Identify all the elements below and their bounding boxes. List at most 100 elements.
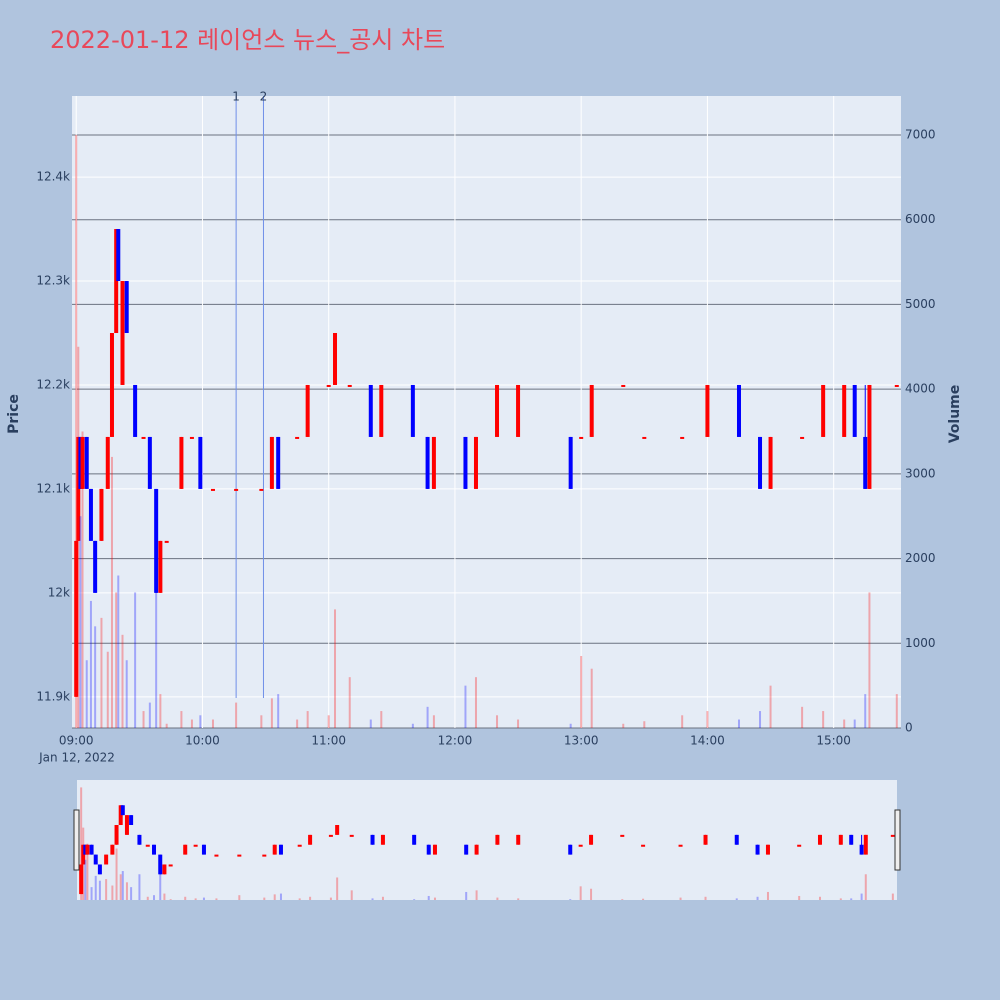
slider-volume-bar (86, 843, 89, 900)
slider-candle-body (81, 844, 86, 865)
slider-candle-body (703, 834, 708, 845)
volume-bar (81, 431, 84, 728)
candle-body (368, 384, 373, 437)
slider-volume-bar (350, 890, 353, 900)
x-tick-label: 12:00 (438, 734, 473, 748)
volume-bar (864, 694, 867, 728)
volume-bar (348, 677, 351, 728)
slider-candle-body (104, 854, 109, 865)
candle-body (105, 436, 110, 489)
candle-body (133, 384, 138, 437)
volume-bar (868, 592, 871, 728)
candle-body (379, 384, 384, 437)
x-tick-label: 14:00 (690, 734, 725, 748)
volume-bar (327, 715, 330, 728)
slider-volume-bar (569, 899, 572, 900)
y-tick-label: 11.9k (36, 689, 70, 703)
candle-body (705, 384, 710, 437)
slider-candle-body (859, 844, 864, 855)
y-tick-label: 12.1k (36, 481, 70, 495)
volume-bar (580, 655, 583, 728)
candle-body (516, 384, 521, 437)
slider-volume-bar (273, 894, 276, 900)
candle-body (141, 436, 146, 439)
candle-body (758, 436, 763, 489)
slider-volume-bar (98, 880, 101, 900)
slider-handle[interactable] (73, 809, 80, 871)
y-tick-label: 12k (48, 585, 70, 599)
slider-candle-body (297, 844, 302, 847)
candle-body (410, 384, 415, 437)
volume-bar (411, 723, 414, 728)
x-tick-label: 09:00 (59, 734, 94, 748)
slider-candle-body (678, 844, 683, 847)
volume-bar (110, 456, 113, 728)
slider-volume-bar (202, 897, 205, 900)
slider-volume-bar (839, 898, 842, 900)
volume-bar (681, 715, 684, 728)
y-tick-label: 12.3k (36, 274, 70, 288)
slider-candle-body (464, 844, 469, 855)
slider-volume-bar (84, 859, 87, 900)
slider-volume-bar (115, 848, 118, 900)
slider-candle-body (328, 834, 333, 837)
candle-body (116, 229, 121, 282)
slider-volume-bar (80, 787, 83, 900)
range-slider[interactable] (77, 780, 897, 900)
volume-bar (643, 721, 646, 728)
candle-body (189, 436, 194, 439)
volume-bar (706, 711, 709, 728)
volume-bar (89, 600, 92, 728)
slider-candle-body (262, 854, 267, 857)
y2-axis-label: Volume (947, 385, 963, 444)
candle-body (821, 384, 826, 437)
y2-tick-label: 5000 (905, 297, 936, 311)
volume-bar (590, 668, 593, 728)
candle-body (198, 436, 203, 489)
slider-candle-body (426, 844, 431, 855)
candle-body (473, 436, 478, 489)
volume-bar (190, 719, 193, 728)
slider-candle-body (797, 844, 802, 847)
volume-bar (737, 719, 740, 728)
slider-volume-bar (263, 897, 266, 900)
volume-bar (117, 575, 120, 728)
volume-bar (464, 685, 467, 728)
slider-candle-body (432, 844, 437, 855)
slider-volume-bar (427, 895, 430, 900)
volume-bar (380, 711, 383, 728)
volume-bar (496, 715, 499, 728)
slider-volume-bar (184, 896, 187, 900)
candle-body (259, 488, 264, 491)
volume-bar (517, 719, 520, 728)
slider-volume-bar (756, 896, 759, 900)
y-tick-label: 12.4k (36, 170, 70, 184)
slider-candle-body (578, 844, 583, 847)
slider-volume-bar (579, 886, 582, 900)
slider-volume-bar (590, 888, 593, 900)
volume-bar (432, 715, 435, 728)
volume-bar (134, 592, 137, 728)
candle-body (768, 436, 773, 489)
volume-bar (622, 723, 625, 728)
slider-candle-body (120, 805, 125, 816)
slider-volume-bar (864, 874, 867, 900)
slider-handle[interactable] (894, 809, 901, 871)
volume-bar (426, 706, 429, 728)
slider-candle-body (817, 834, 822, 845)
slider-candle-body (308, 834, 313, 845)
candle-body (158, 540, 163, 593)
candle-body (842, 384, 847, 437)
slider-candle-body (114, 825, 119, 845)
volume-bar (369, 719, 372, 728)
slider-candle-body (349, 834, 354, 837)
volume-bar (801, 706, 804, 728)
slider-candle-body (849, 834, 854, 845)
slider-volume-bar (146, 896, 149, 900)
volume-bar (853, 719, 856, 728)
candle-body (147, 436, 152, 489)
candle-body (269, 436, 274, 489)
volume-bar (260, 715, 263, 728)
volume-bar (306, 711, 309, 728)
slider-candle-body (370, 834, 375, 845)
